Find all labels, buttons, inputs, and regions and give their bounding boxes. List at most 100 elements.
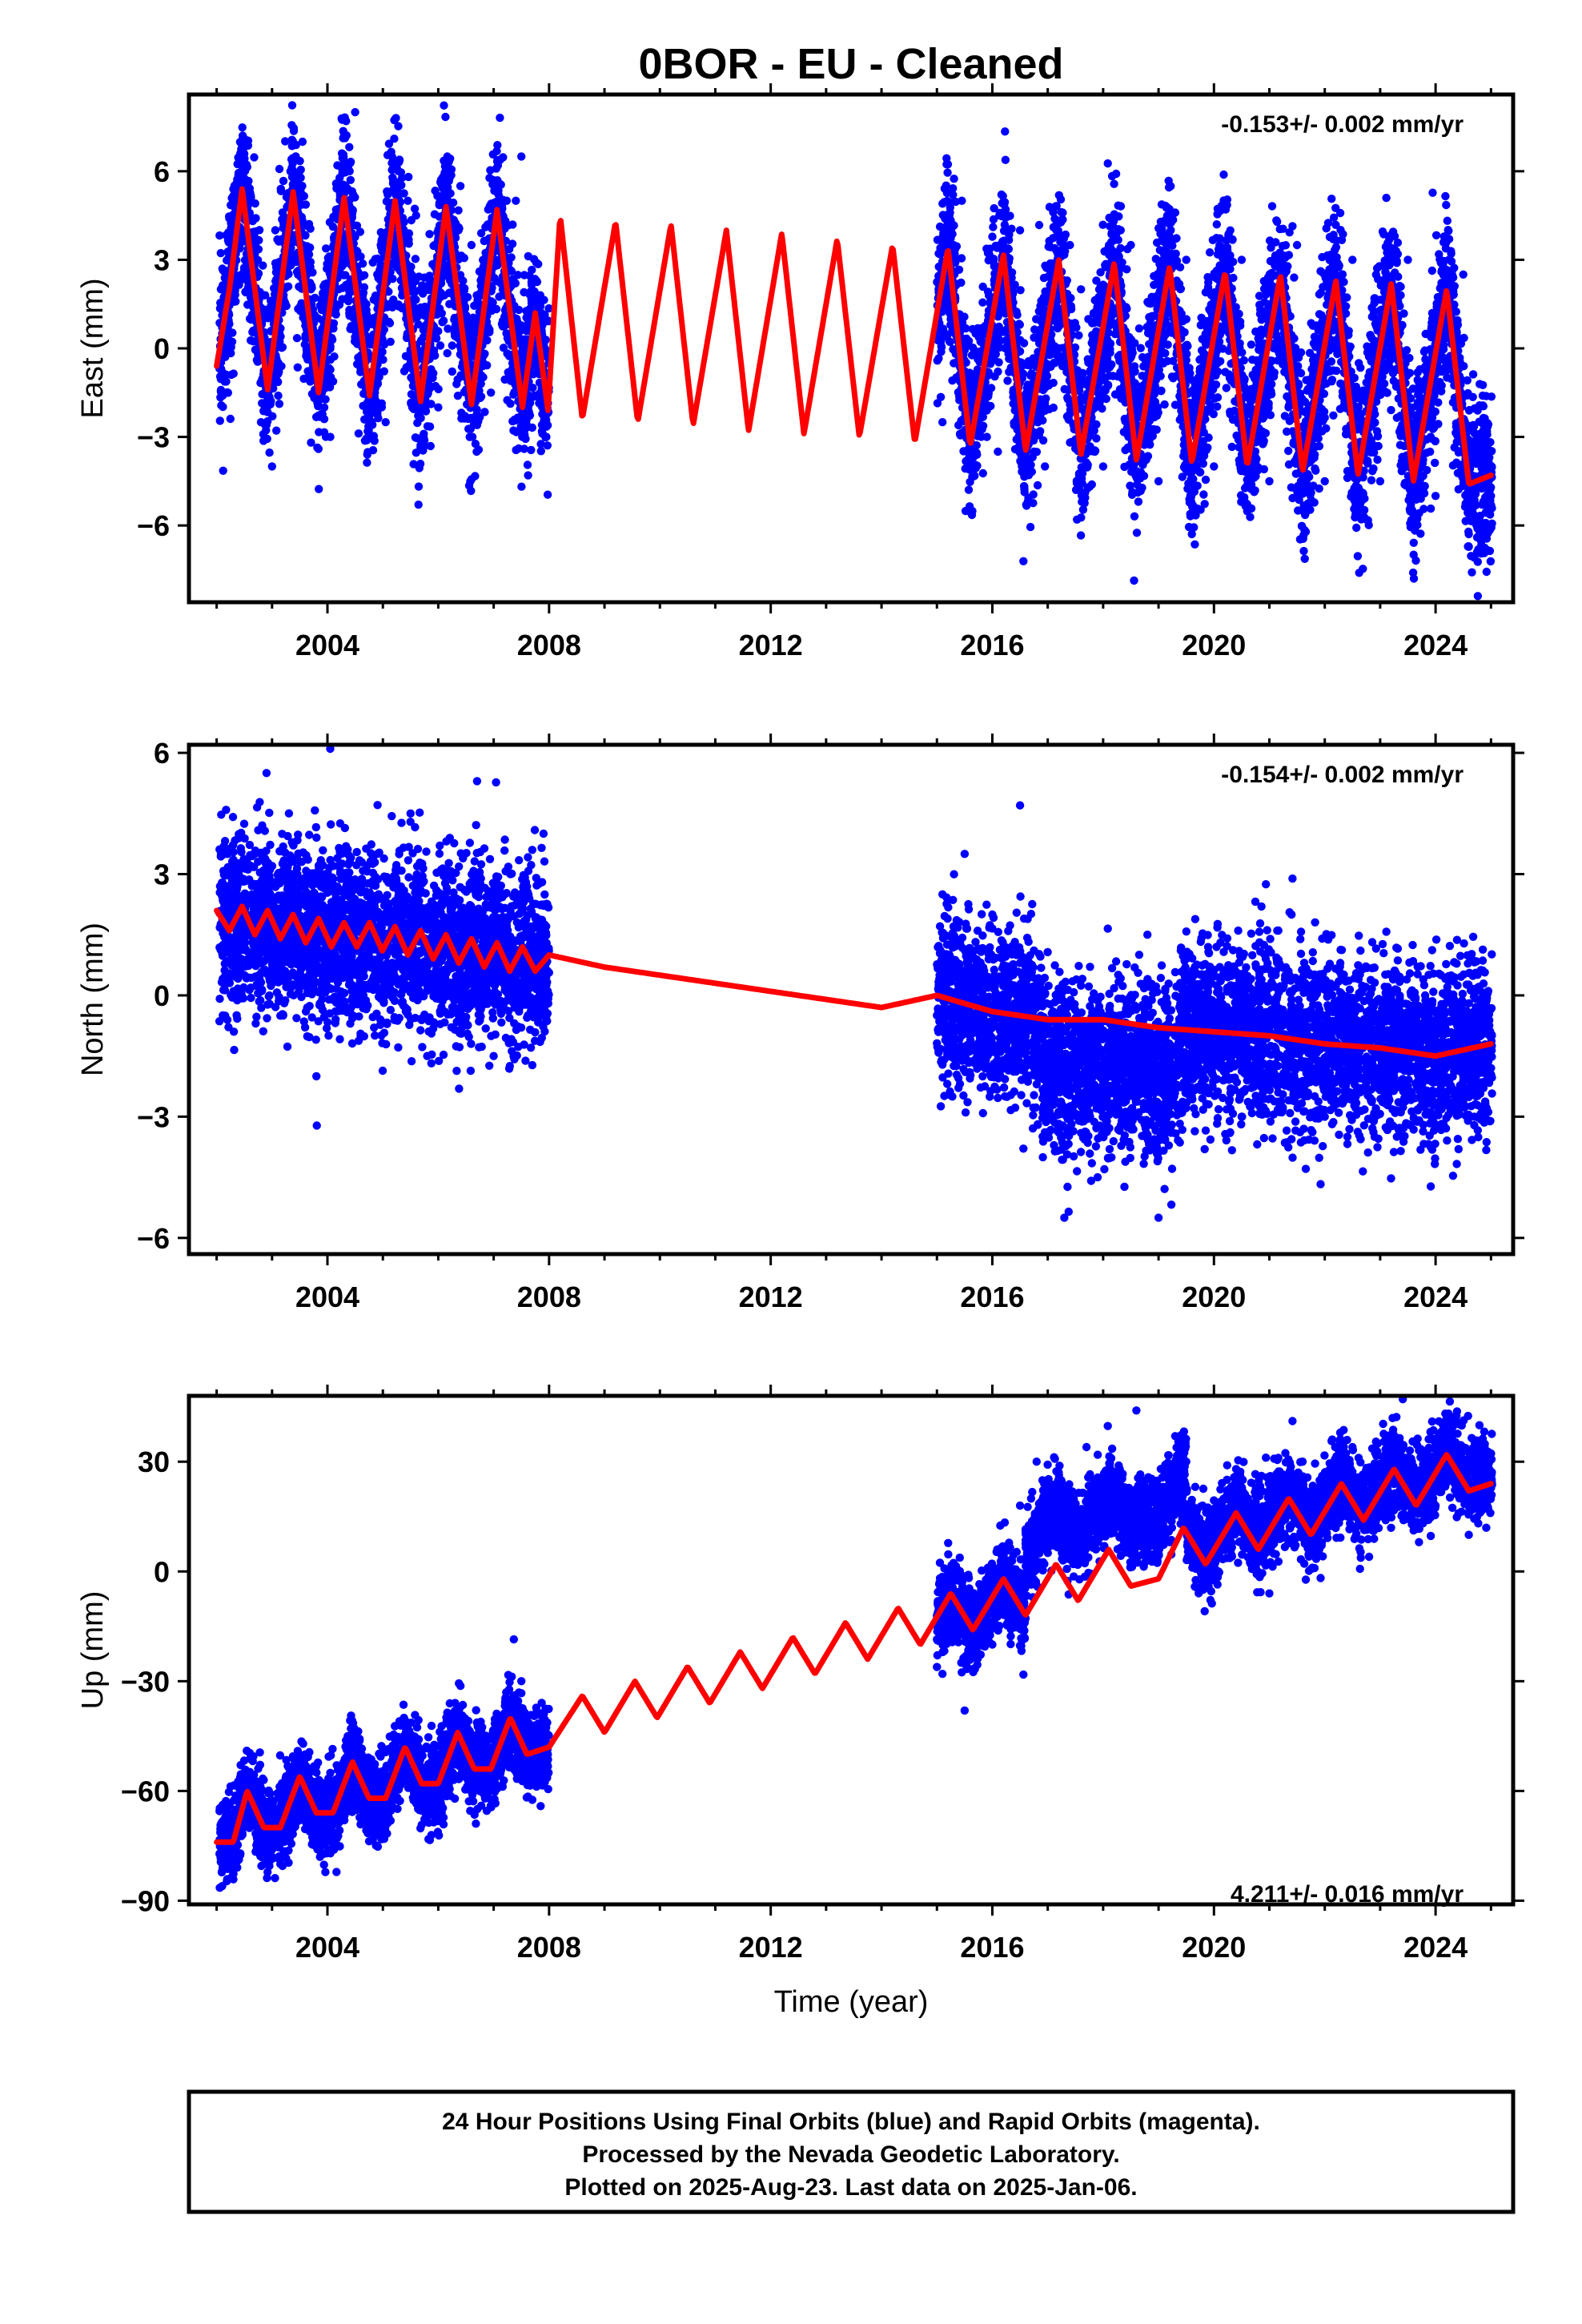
data-point: [347, 322, 355, 331]
data-point: [216, 393, 225, 402]
data-point: [384, 151, 393, 159]
figure-title: 0BOR - EU - Cleaned: [638, 40, 1063, 88]
data-point: [223, 339, 232, 348]
data-point: [439, 316, 448, 325]
data-point: [490, 182, 499, 191]
data-point: [274, 391, 283, 400]
data-point: [338, 165, 347, 174]
data-point: [528, 384, 537, 392]
data-point: [425, 230, 434, 239]
data-point: [480, 408, 489, 416]
data-point: [470, 301, 479, 310]
data-point: [307, 438, 315, 447]
data-point: [310, 393, 319, 403]
data-point: [527, 445, 536, 455]
data-point: [275, 164, 284, 174]
data-point: [270, 283, 279, 293]
data-point: [292, 267, 302, 276]
data-point: [492, 157, 502, 166]
data-point: [369, 296, 378, 304]
data-point: [488, 298, 497, 307]
data-point: [520, 271, 529, 279]
data-point: [1431, 231, 1441, 239]
data-point: [339, 187, 348, 196]
data-point: [496, 113, 504, 123]
data-point: [988, 232, 997, 241]
data-point: [219, 466, 227, 475]
data-point: [476, 229, 486, 238]
data-point: [413, 418, 422, 428]
data-point: [322, 244, 331, 253]
data-point: [351, 332, 359, 342]
data-point: [525, 411, 534, 420]
data-point: [1327, 357, 1336, 366]
data-point: [289, 79, 297, 87]
data-point: [326, 365, 335, 374]
data-point: [524, 251, 532, 261]
data-point: [238, 171, 247, 180]
data-point: [499, 344, 508, 352]
data-point: [345, 143, 354, 151]
data-point: [1355, 359, 1363, 368]
data-point: [323, 264, 331, 273]
data-point: [380, 340, 389, 349]
data-point: [493, 141, 502, 150]
data-point: [404, 235, 413, 244]
data-point: [1016, 286, 1025, 295]
data-point: [440, 101, 448, 110]
data-point: [271, 368, 281, 376]
data-point: [471, 440, 480, 448]
data-point: [451, 321, 460, 330]
data-point: [488, 150, 497, 159]
data-point: [395, 158, 404, 167]
data-point: [364, 432, 373, 440]
data-point: [271, 226, 280, 235]
data-point: [391, 114, 400, 123]
data-point: [411, 255, 420, 263]
data-point: [1382, 193, 1391, 203]
data-point: [536, 447, 545, 456]
data-point: [430, 210, 440, 219]
data-point: [363, 458, 371, 467]
data-point: [235, 280, 243, 289]
data-point: [425, 422, 435, 431]
data-point: [484, 323, 492, 332]
data-point: [472, 447, 481, 456]
data-point: [524, 422, 532, 431]
data-point: [281, 137, 290, 146]
data-point: [249, 337, 258, 346]
data-point: [301, 200, 311, 209]
data-point: [535, 393, 544, 402]
data-point: [510, 277, 519, 287]
data-point: [216, 248, 225, 258]
data-point: [504, 221, 512, 230]
data-point: [276, 184, 285, 193]
data-point: [1110, 179, 1118, 188]
data-point: [259, 430, 268, 439]
data-point: [414, 482, 424, 491]
data-point: [279, 176, 288, 186]
data-point: [354, 429, 363, 438]
data-point: [520, 287, 528, 297]
data-point: [402, 363, 411, 372]
data-point: [292, 334, 302, 343]
data-point: [495, 198, 504, 207]
data-point: [1103, 159, 1112, 168]
data-point: [238, 123, 247, 132]
data-point: [1482, 567, 1492, 577]
data-point: [532, 276, 541, 285]
data-point: [258, 390, 267, 399]
data-point: [387, 159, 396, 167]
data-point: [460, 414, 469, 423]
data-point: [1468, 568, 1476, 577]
data-point: [1473, 557, 1483, 566]
data-point: [278, 343, 287, 352]
data-point: [978, 468, 988, 478]
data-point: [355, 227, 365, 236]
data-point: [315, 485, 323, 493]
data-point: [520, 429, 528, 439]
data-point: [342, 117, 351, 126]
data-point: [543, 441, 552, 450]
